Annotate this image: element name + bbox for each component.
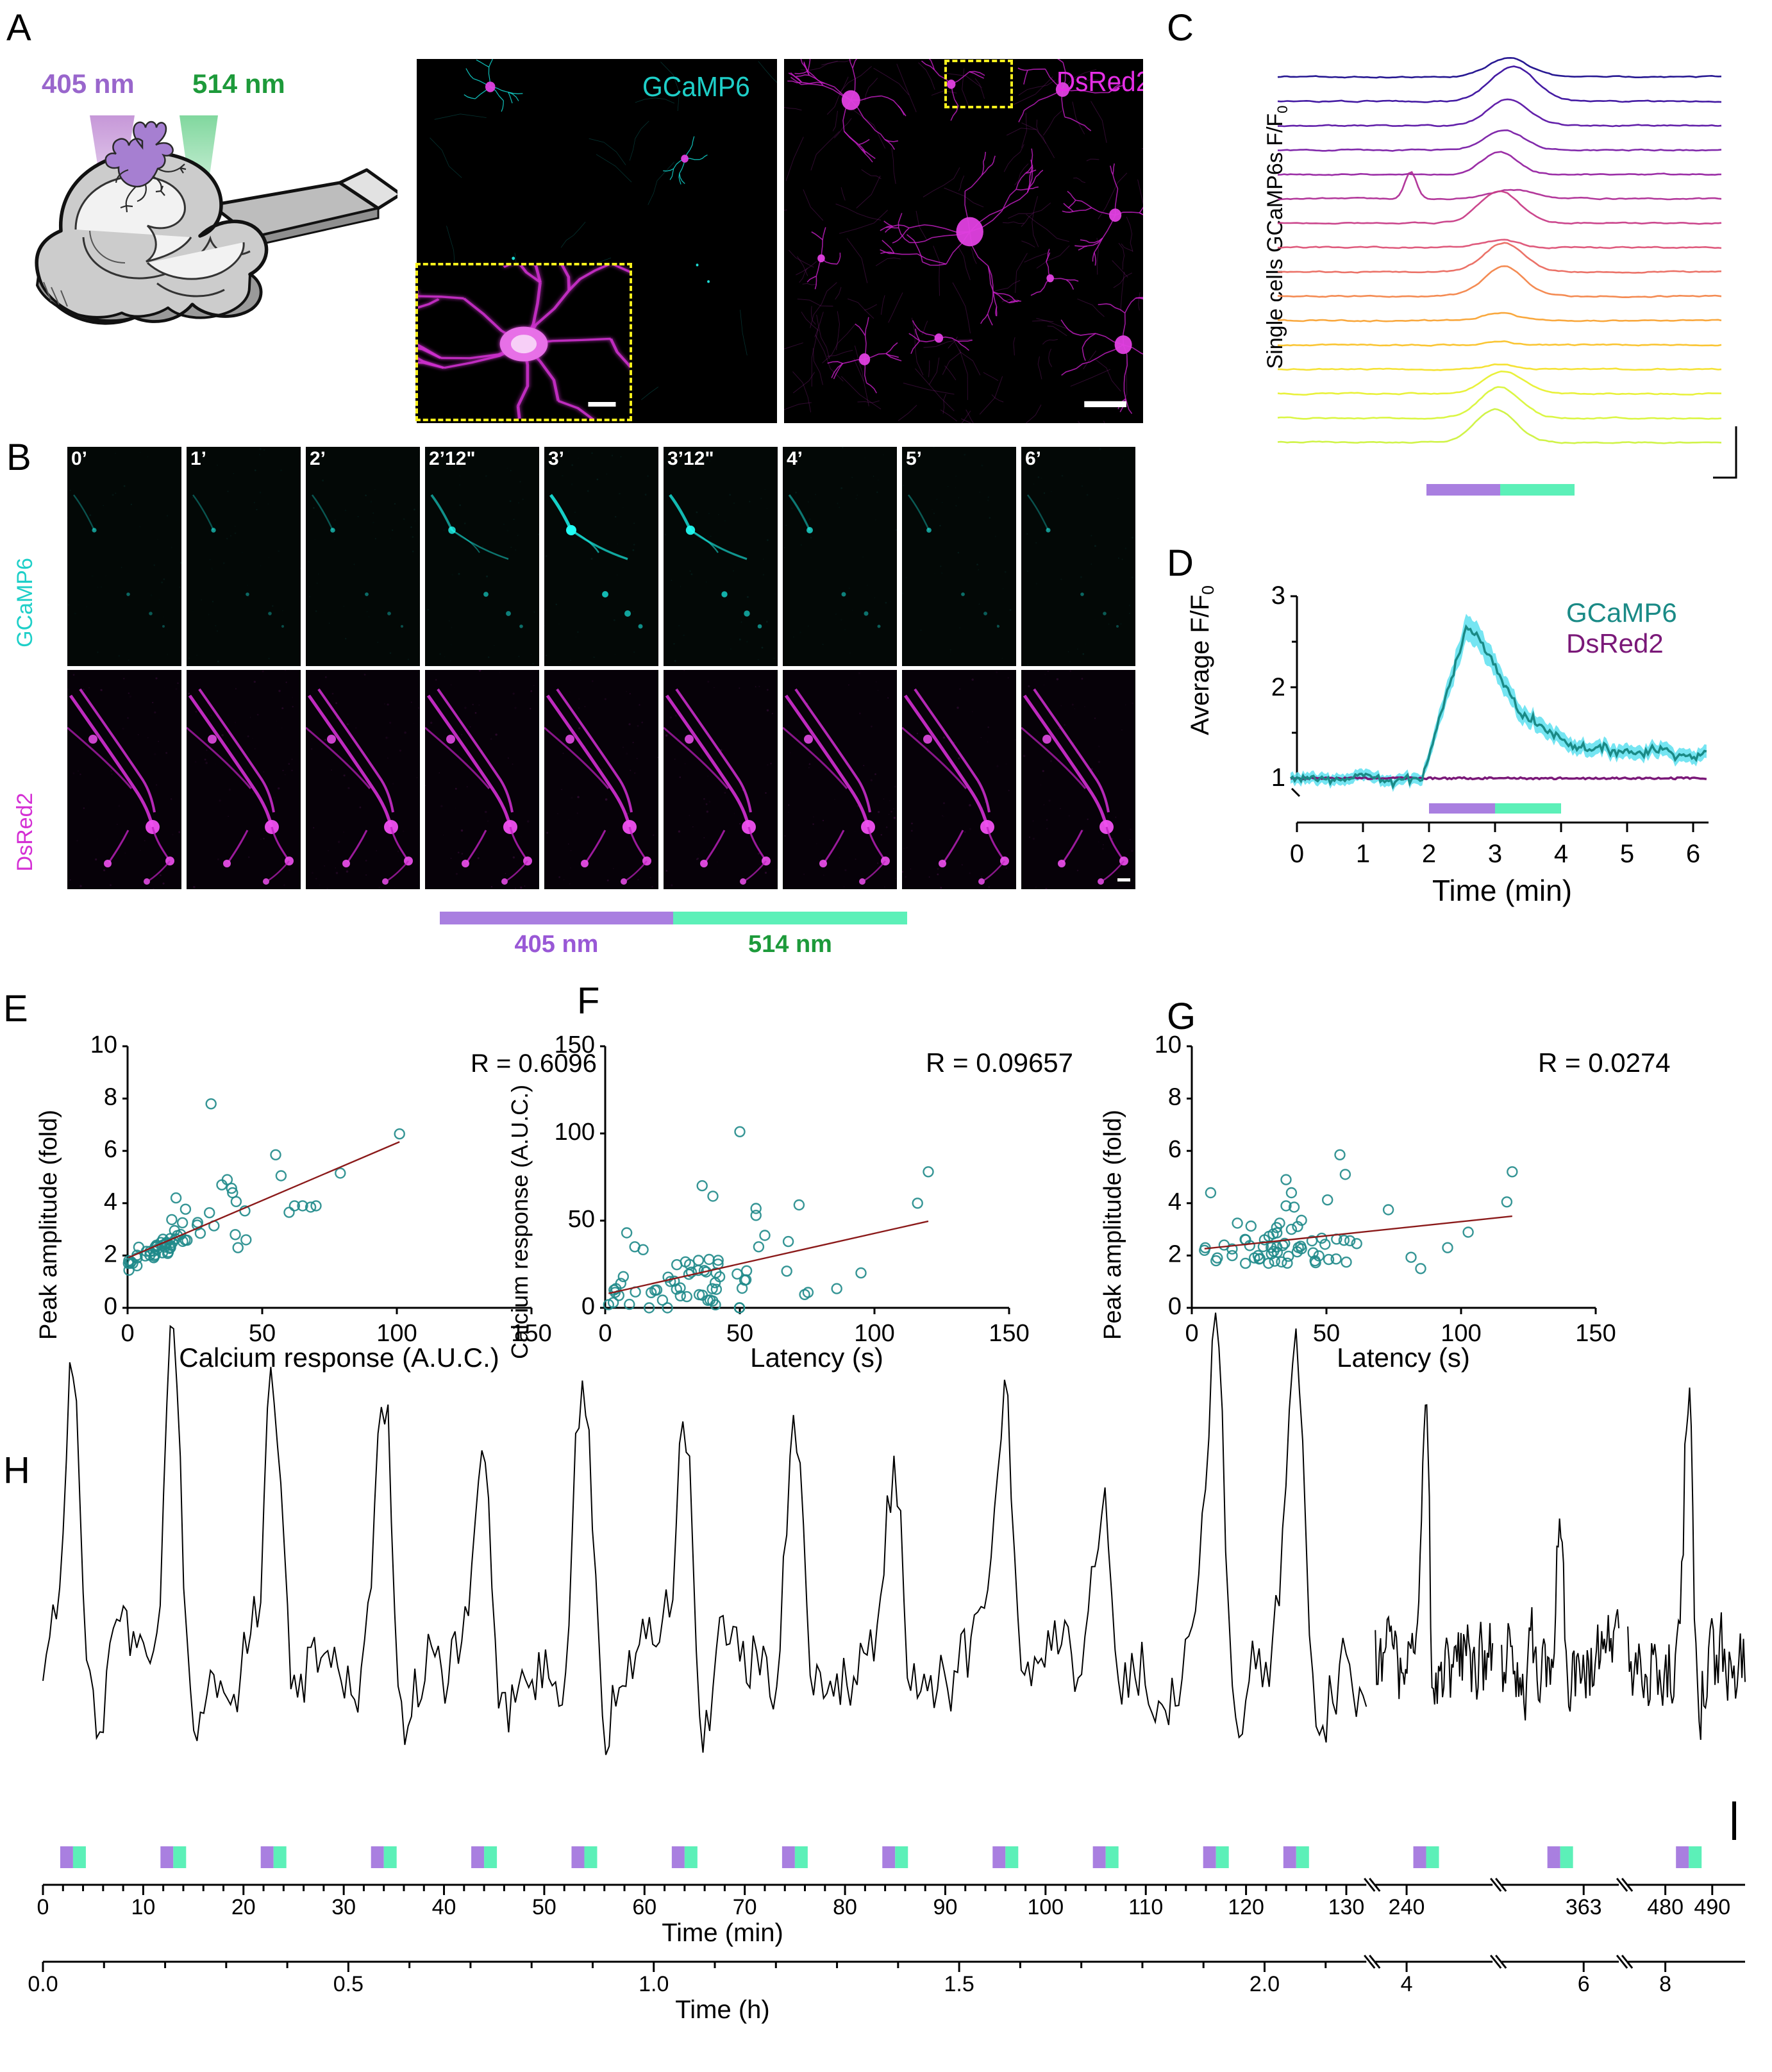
svg-text:70: 70 xyxy=(733,1895,757,1919)
svg-text:2: 2 xyxy=(1168,1241,1182,1267)
svg-text:GCaMP6: GCaMP6 xyxy=(642,71,750,102)
svg-text:Time (h): Time (h) xyxy=(675,1996,769,2024)
svg-text:0.5: 0.5 xyxy=(333,1972,364,1996)
svg-text:363: 363 xyxy=(1566,1895,1602,1919)
svg-text:Time (min): Time (min) xyxy=(662,1919,783,1947)
svg-text:110: 110 xyxy=(1128,1895,1163,1919)
svg-text:240: 240 xyxy=(1389,1895,1425,1919)
svg-text:2: 2 xyxy=(104,1241,117,1267)
svg-text:480: 480 xyxy=(1647,1895,1684,1919)
svg-text:10: 10 xyxy=(1155,1032,1182,1058)
svg-text:4: 4 xyxy=(1554,840,1568,868)
svg-text:30: 30 xyxy=(331,1895,356,1919)
svg-text:DsRed2: DsRed2 xyxy=(1057,65,1143,97)
svg-text:1: 1 xyxy=(1271,764,1285,792)
svg-text:120: 120 xyxy=(1228,1895,1264,1919)
svg-text:10: 10 xyxy=(90,1032,117,1058)
svg-text:490: 490 xyxy=(1694,1895,1730,1919)
svg-text:50: 50 xyxy=(532,1895,556,1919)
svg-text:3: 3 xyxy=(1271,581,1285,610)
svg-text:Latency (s): Latency (s) xyxy=(1337,1342,1470,1373)
svg-text:0: 0 xyxy=(581,1293,595,1320)
svg-text:4: 4 xyxy=(1401,1972,1413,1996)
svg-text:0: 0 xyxy=(104,1293,117,1320)
svg-text:130: 130 xyxy=(1328,1895,1365,1919)
svg-text:Calcium response (A.U.C.): Calcium response (A.U.C.) xyxy=(179,1342,499,1373)
svg-text:6: 6 xyxy=(1168,1136,1182,1163)
svg-text:Time (min): Time (min) xyxy=(1432,874,1572,907)
svg-text:1.0: 1.0 xyxy=(639,1972,669,1996)
svg-text:4: 4 xyxy=(1168,1189,1182,1216)
svg-text:20: 20 xyxy=(231,1895,256,1919)
svg-text:3: 3 xyxy=(1488,840,1502,868)
svg-text:6: 6 xyxy=(1578,1972,1590,1996)
svg-text:405 nm: 405 nm xyxy=(42,69,135,99)
svg-text:GCaMP6: GCaMP6 xyxy=(1566,597,1677,628)
svg-text:DsRed2: DsRed2 xyxy=(1566,628,1664,658)
svg-text:50: 50 xyxy=(1313,1320,1340,1347)
svg-text:100: 100 xyxy=(1027,1895,1064,1919)
svg-text:2.0: 2.0 xyxy=(1250,1972,1280,1996)
svg-text:10: 10 xyxy=(131,1895,155,1919)
svg-text:40: 40 xyxy=(432,1895,456,1919)
svg-text:150: 150 xyxy=(989,1320,1029,1347)
svg-text:150: 150 xyxy=(1575,1320,1616,1347)
svg-text:60: 60 xyxy=(632,1895,656,1919)
svg-text:0.0: 0.0 xyxy=(28,1972,58,1996)
svg-text:0: 0 xyxy=(1185,1320,1198,1347)
svg-text:2: 2 xyxy=(1271,673,1285,701)
svg-text:50: 50 xyxy=(568,1206,595,1233)
svg-text:0: 0 xyxy=(121,1320,134,1347)
svg-text:90: 90 xyxy=(933,1895,958,1919)
svg-text:R = 0.0274: R = 0.0274 xyxy=(1538,1048,1671,1078)
svg-text:5: 5 xyxy=(1620,840,1634,868)
svg-text:2: 2 xyxy=(1422,840,1436,868)
svg-text:1.5: 1.5 xyxy=(944,1972,974,1996)
svg-text:4: 4 xyxy=(104,1189,117,1216)
svg-text:0: 0 xyxy=(1290,840,1304,868)
svg-text:8: 8 xyxy=(104,1084,117,1111)
svg-text:80: 80 xyxy=(833,1895,857,1919)
svg-text:100: 100 xyxy=(555,1119,595,1146)
svg-text:8: 8 xyxy=(1168,1084,1182,1111)
svg-text:1: 1 xyxy=(1356,840,1370,868)
svg-text:6: 6 xyxy=(1686,840,1700,868)
svg-text:8: 8 xyxy=(1659,1972,1671,1996)
svg-text:150: 150 xyxy=(555,1032,595,1058)
svg-text:Latency (s): Latency (s) xyxy=(750,1342,883,1373)
svg-text:R = 0.09657: R = 0.09657 xyxy=(926,1048,1073,1078)
svg-text:0: 0 xyxy=(598,1320,612,1347)
svg-text:0: 0 xyxy=(37,1895,49,1919)
svg-text:6: 6 xyxy=(104,1136,117,1163)
svg-text:514 nm: 514 nm xyxy=(192,69,285,99)
svg-text:0: 0 xyxy=(1168,1293,1182,1320)
svg-text:50: 50 xyxy=(726,1320,753,1347)
